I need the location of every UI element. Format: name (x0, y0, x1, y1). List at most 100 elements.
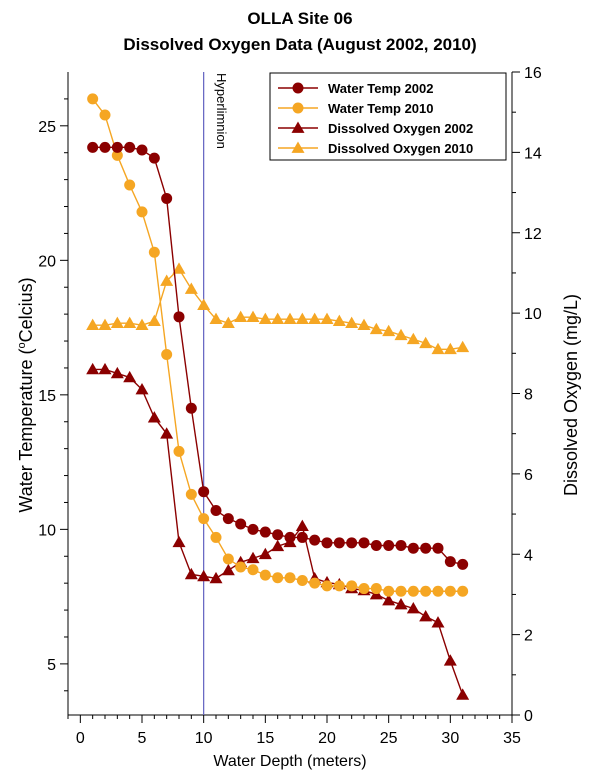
data-point-water-temp-2002 (284, 531, 296, 543)
data-point-water-temp-2010 (148, 246, 160, 258)
y-axis-label-left: Water Temperature (oCelcius) (16, 277, 36, 512)
x-tick-label: 20 (318, 730, 336, 747)
data-point-water-temp-2002 (247, 523, 259, 535)
x-tick-label: 0 (76, 730, 85, 747)
y-axis-label-left-pre: Water Temperature ( (16, 349, 36, 513)
data-point-dissolved-oxygen-2002 (443, 654, 457, 666)
data-point-water-temp-2002 (111, 141, 123, 153)
data-point-dissolved-oxygen-2010 (160, 274, 174, 286)
y-axis-label-left-sup: o (16, 342, 28, 348)
data-point-dissolved-oxygen-2002 (147, 411, 161, 423)
data-point-water-temp-2010 (284, 572, 296, 584)
data-point-water-temp-2010 (198, 513, 210, 525)
data-point-water-temp-2002 (333, 537, 345, 549)
y-right-tick-label: 4 (524, 547, 533, 564)
x-tick-label: 30 (441, 730, 459, 747)
data-point-water-temp-2002 (383, 540, 395, 552)
legend-label-water-temp-2010: Water Temp 2010 (328, 101, 434, 116)
data-point-dissolved-oxygen-2002 (258, 547, 272, 560)
data-point-dissolved-oxygen-2002 (160, 427, 174, 439)
y-right-tick-label: 10 (524, 306, 542, 323)
legend-marker-water-temp-2002 (292, 82, 304, 94)
y-right-tick-label: 14 (524, 145, 542, 162)
legend-label-water-temp-2002: Water Temp 2002 (328, 81, 434, 96)
data-point-water-temp-2010 (383, 585, 395, 597)
y-right-tick-label: 12 (524, 226, 542, 243)
data-point-dissolved-oxygen-2010 (221, 316, 235, 329)
data-point-water-temp-2010 (296, 574, 308, 586)
data-point-dissolved-oxygen-2010 (172, 262, 186, 274)
data-point-dissolved-oxygen-2010 (246, 310, 260, 323)
x-axis-label: Water Depth (meters) (213, 753, 366, 770)
data-point-water-temp-2010 (346, 580, 358, 592)
data-point-water-temp-2002 (272, 529, 284, 541)
data-point-dissolved-oxygen-2010 (419, 336, 433, 349)
data-point-dissolved-oxygen-2010 (147, 314, 161, 327)
data-point-dissolved-oxygen-2010 (271, 312, 285, 325)
data-point-water-temp-2002 (407, 542, 419, 554)
data-point-dissolved-oxygen-2010 (406, 332, 420, 345)
y-left-tick-label: 25 (38, 119, 56, 136)
legend-marker-water-temp-2010 (292, 102, 304, 114)
data-point-water-temp-2002 (420, 542, 432, 554)
data-point-dissolved-oxygen-2010 (184, 282, 198, 294)
data-point-dissolved-oxygen-2010 (308, 312, 322, 325)
data-point-water-temp-2002 (124, 141, 136, 153)
data-point-water-temp-2002 (370, 540, 382, 552)
data-point-dissolved-oxygen-2002 (98, 362, 112, 375)
data-point-dissolved-oxygen-2002 (394, 597, 408, 610)
data-point-water-temp-2010 (210, 531, 222, 543)
data-point-water-temp-2010 (407, 585, 419, 597)
data-point-water-temp-2010 (99, 109, 111, 121)
data-point-dissolved-oxygen-2010 (135, 318, 149, 331)
data-point-dissolved-oxygen-2010 (209, 312, 223, 325)
data-point-water-temp-2010 (395, 585, 407, 597)
data-point-dissolved-oxygen-2002 (209, 571, 223, 584)
data-point-dissolved-oxygen-2002 (135, 382, 149, 395)
data-point-water-temp-2002 (198, 486, 210, 498)
data-point-dissolved-oxygen-2010 (123, 316, 137, 329)
y-axis-label-right: Dissolved Oxygen (mg/L) (561, 294, 581, 496)
data-point-water-temp-2002 (457, 558, 469, 570)
data-point-dissolved-oxygen-2002 (172, 535, 186, 548)
data-point-water-temp-2002 (259, 526, 271, 538)
data-point-dissolved-oxygen-2010 (295, 312, 309, 325)
data-point-water-temp-2010 (321, 580, 333, 592)
data-point-water-temp-2002 (321, 537, 333, 549)
y-left-tick-label: 20 (38, 253, 56, 270)
hyperlimnion-label: Hyperlimnion (214, 73, 229, 149)
data-point-dissolved-oxygen-2002 (456, 688, 470, 700)
data-point-dissolved-oxygen-2010 (382, 324, 396, 337)
data-point-water-temp-2010 (432, 585, 444, 597)
data-point-dissolved-oxygen-2002 (221, 563, 235, 576)
legend-marker-dissolved-oxygen-2002 (291, 121, 305, 133)
y-right-tick-label: 6 (524, 467, 533, 484)
data-point-water-temp-2010 (124, 179, 136, 191)
chart-subtitle: Dissolved Oxygen Data (August 2002, 2010… (123, 35, 476, 54)
data-point-dissolved-oxygen-2002 (382, 593, 396, 606)
data-point-dissolved-oxygen-2002 (110, 366, 124, 379)
y-right-tick-label: 16 (524, 65, 542, 82)
legend-marker-dissolved-oxygen-2010 (291, 141, 305, 153)
series-line-dissolved-oxygen-2010 (92, 267, 463, 350)
data-point-dissolved-oxygen-2002 (86, 362, 100, 375)
data-point-water-temp-2010 (309, 577, 321, 589)
data-point-water-temp-2002 (161, 192, 173, 204)
data-point-water-temp-2002 (185, 402, 197, 414)
data-point-water-temp-2002 (136, 144, 148, 156)
data-point-water-temp-2010 (161, 348, 173, 360)
y-right-tick-label: 2 (524, 628, 533, 645)
data-point-water-temp-2010 (259, 569, 271, 581)
series-line-water-temp-2010 (92, 98, 463, 592)
x-tick-label: 10 (195, 730, 213, 747)
data-point-dissolved-oxygen-2010 (283, 312, 297, 325)
data-point-water-temp-2010 (247, 564, 259, 576)
data-point-water-temp-2002 (444, 556, 456, 568)
data-point-dissolved-oxygen-2010 (234, 310, 248, 323)
y-right-tick-label: 8 (524, 387, 533, 404)
y-right-tick-label: 0 (524, 708, 533, 725)
data-point-dissolved-oxygen-2002 (197, 569, 211, 582)
data-point-dissolved-oxygen-2002 (123, 370, 137, 383)
